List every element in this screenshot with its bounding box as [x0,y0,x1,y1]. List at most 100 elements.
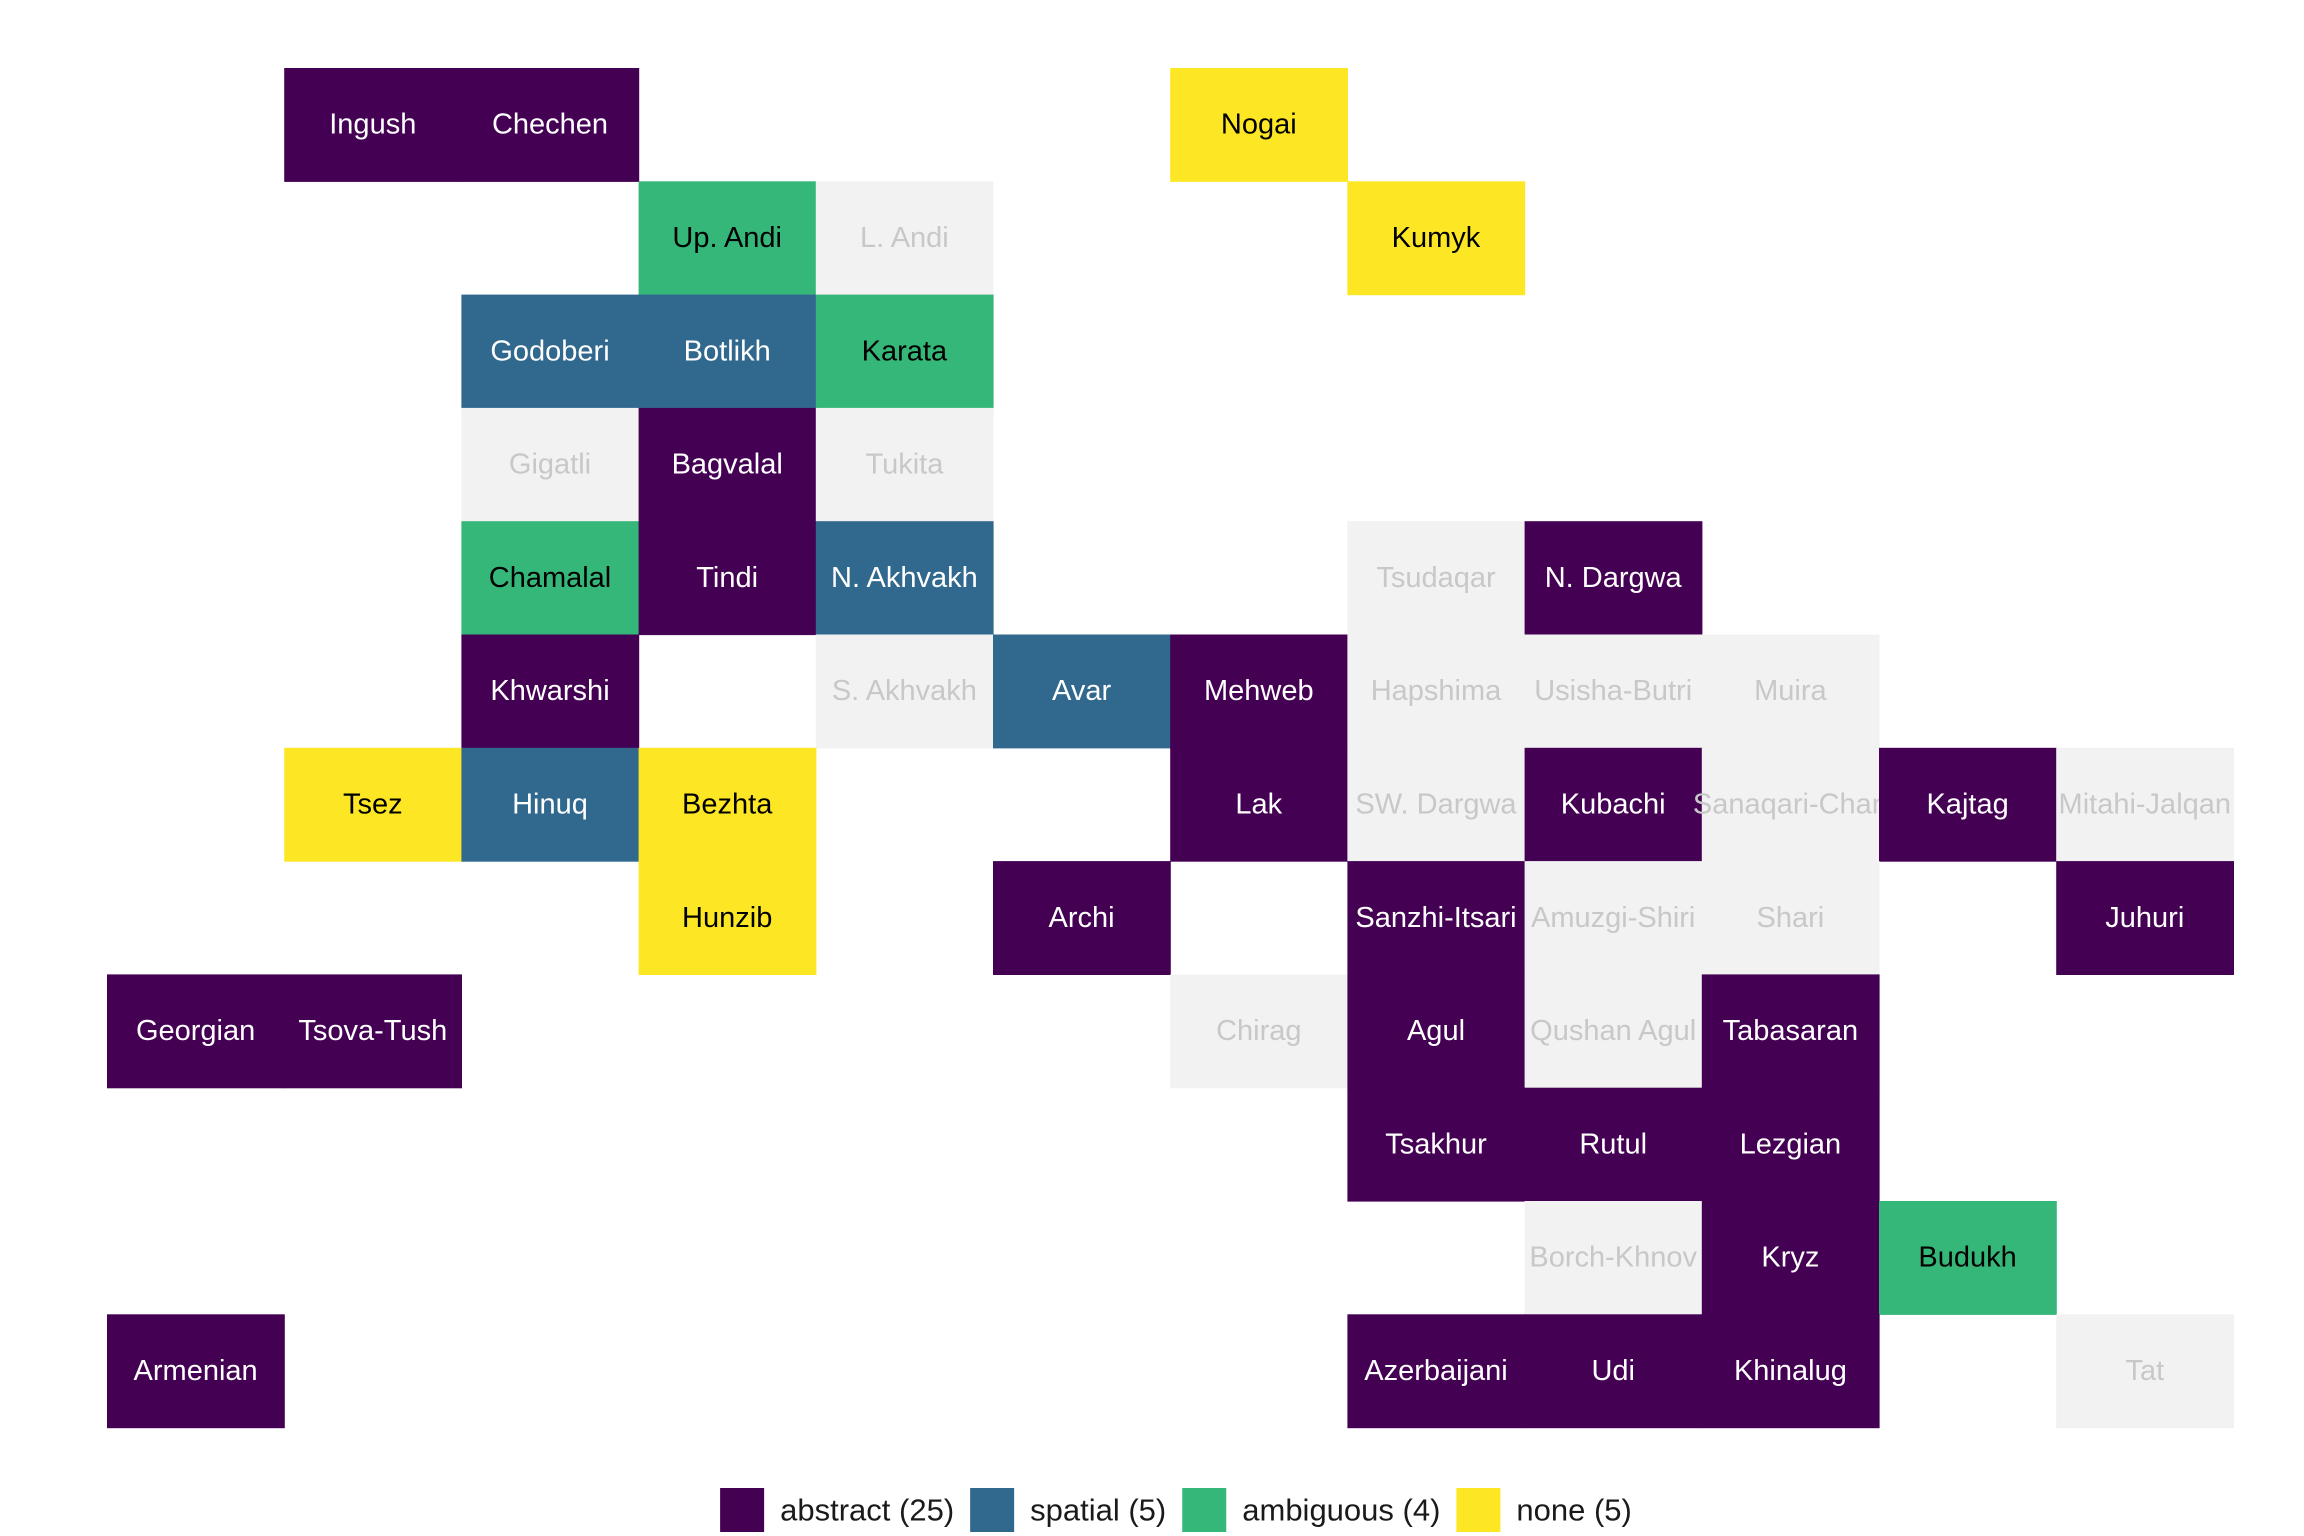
tile-rect [1701,1201,1880,1315]
tile-nogai: Nogai [1170,68,1348,182]
tile-rect [1701,861,1880,975]
tile-khinalug: Khinalug [1701,1314,1880,1429]
tile-label: S. Akhvakh [832,675,977,707]
tile-georgian: Georgian [107,974,285,1089]
tile-rutul: Rutul [1524,1087,1703,1202]
tile-bezhta: Bezhta [638,747,817,862]
tile-label: Mehweb [1204,675,1314,707]
tile-rect [2056,747,2234,862]
legend-swatch [720,1488,765,1532]
tile-label: Godoberi [490,335,609,367]
tile-label: Khwarshi [490,675,609,707]
tile-label: Chechen [492,109,608,141]
tile-kumyk: Kumyk [1347,181,1526,296]
tile-rect [638,747,817,862]
tile-label: Tindi [696,562,758,594]
legend-label: none (5) [1516,1493,1631,1528]
tile-budukh: Budukh [1879,1201,2057,1315]
tile-rect [1701,1314,1880,1429]
tile-juhuri: Juhuri [2056,861,2234,975]
tile-tabasaran: Tabasaran [1701,974,1880,1089]
tile-hunzib: Hunzib [638,861,817,975]
tile-rect [1347,521,1526,636]
tile-mehweb: Mehweb [1170,634,1348,749]
tile-label: Karata [862,335,948,367]
legend-swatch [1456,1488,1501,1532]
tile-rect [1170,974,1348,1089]
legend-swatch [970,1488,1015,1532]
tile-label: Amuzgi-Shiri [1531,902,1695,934]
tile-rect [1524,634,1703,749]
tile-tsudaqar: Tsudaqar [1347,521,1526,636]
tile-rect [2056,1314,2234,1429]
tile-bagvalal: Bagvalal [638,407,817,522]
tile-label: Botlikh [684,335,771,367]
tile-label: Lezgian [1740,1128,1842,1160]
tile-kryz: Kryz [1701,1201,1880,1315]
tile-shari: Shari [1701,861,1880,975]
tile-agul: Agul [1347,974,1526,1089]
tile-sanzhi-itsari: Sanzhi-Itsari [1347,861,1526,975]
tile-rect [461,407,640,522]
legend-label: spatial (5) [1030,1493,1166,1528]
tile-tat: Tat [2056,1314,2234,1429]
tile-usisha-butri: Usisha-Butri [1524,634,1703,749]
tile-lezgian: Lezgian [1701,1087,1880,1202]
tile-label: Juhuri [2105,902,2184,934]
tile-rect [461,68,640,182]
tile-label: Chirag [1216,1015,1301,1047]
tile-label: Qushan Agul [1530,1015,1696,1047]
tile-kajtag: Kajtag [1879,747,2057,862]
tile-label: Hinuq [512,788,588,820]
tile-rect [815,521,994,636]
tile-qushan-agul: Qushan Agul [1524,974,1703,1089]
tile-rect [1347,747,1526,862]
tile-label: Borch-Khnov [1529,1242,1697,1274]
tile-hapshima: Hapshima [1347,634,1526,749]
tile-label: Georgian [136,1015,255,1047]
tile-botlikh: Botlikh [638,294,817,409]
tile-rect [284,747,462,862]
tile-label: Armenian [134,1355,258,1387]
tile-label: SW. Dargwa [1355,788,1517,820]
tile-rect [1524,521,1703,636]
tile-label: Mitahi-Jalqan [2059,788,2231,820]
tile-rect [107,1314,285,1429]
tile-label: Hapshima [1371,675,1502,707]
tile-rect [461,747,640,862]
tile-ingush: Ingush [284,68,462,182]
tile-sw-dargwa: SW. Dargwa [1347,747,1526,862]
tile-rect [107,974,285,1089]
tile-label: Tsova-Tush [298,1015,447,1047]
tile-label: Tsez [343,788,403,820]
tile-label: Avar [1052,675,1111,707]
tile-label: Udi [1591,1355,1635,1387]
tile-rect [461,294,640,409]
tile-l-andi: L. Andi [815,181,994,296]
tile-label: Nogai [1221,109,1297,141]
tile-rect [284,974,462,1089]
tile-rect [461,634,640,749]
tile-label: Tsakhur [1385,1128,1487,1160]
tile-lak: Lak [1170,747,1348,862]
tile-label: Azerbaijani [1364,1355,1507,1387]
tile-label: Kryz [1761,1242,1819,1274]
tile-amuzgi-shiri: Amuzgi-Shiri [1524,861,1703,975]
tile-rect [1347,181,1526,296]
legend-item-spatial: spatial (5) [970,1488,1166,1532]
legend-item-abstract: abstract (25) [720,1488,954,1532]
tile-label: L. Andi [860,222,949,254]
tile-label: Bezhta [682,788,773,820]
tile-grid: Ingush Chechen Nogai Up. Andi L. Andi Kumyk Go… [107,68,2234,1429]
tile-archi: Archi [993,861,1171,975]
tile-label: Bagvalal [672,449,783,481]
tile-rect [993,861,1171,975]
tile-rect [1170,747,1348,862]
tile-label: Usisha-Butri [1534,675,1692,707]
tile-label: Budukh [1918,1242,2016,1274]
tile-rect [1170,68,1348,182]
tile-muira: Muira [1701,634,1880,749]
tile-label: Hunzib [682,902,772,934]
tile-rect [1347,974,1526,1089]
